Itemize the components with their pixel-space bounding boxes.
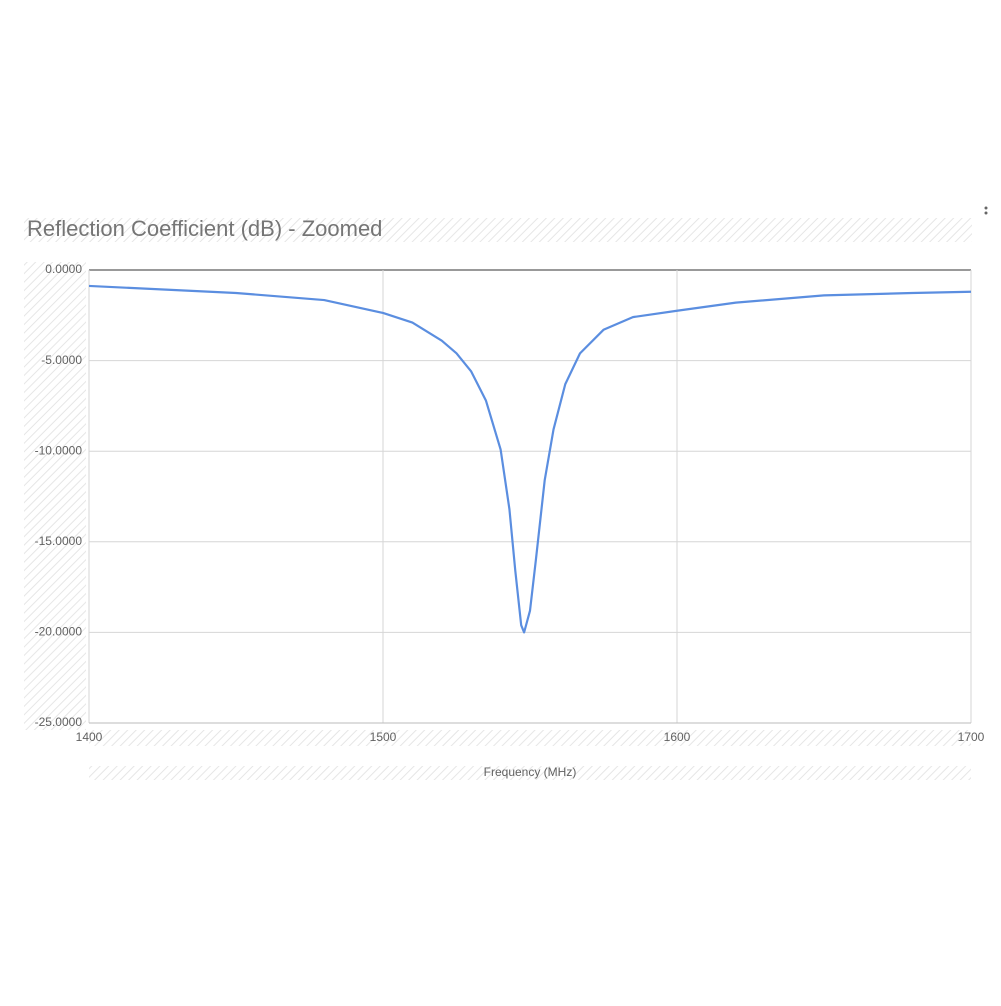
x-axis-title: Frequency (MHz) (484, 765, 577, 779)
y-tick-label: -5.0000 (41, 353, 82, 367)
y-tick-label: -10.0000 (35, 443, 83, 457)
y-tick-label: 0.0000 (45, 262, 82, 276)
x-title-backdrop (89, 766, 971, 780)
y-tick-label: -15.0000 (35, 534, 83, 548)
y-label-backdrop (24, 262, 86, 730)
x-label-backdrop (89, 730, 971, 746)
x-tick-label: 1400 (76, 730, 103, 744)
menu-dot[interactable] (984, 206, 988, 210)
x-tick-label: 1600 (664, 730, 691, 744)
chart-title: Reflection Coefficient (dB) - Zoomed (27, 216, 382, 241)
x-tick-label: 1500 (370, 730, 397, 744)
x-tick-label: 1700 (958, 730, 985, 744)
y-tick-label: -25.0000 (35, 715, 83, 729)
y-tick-label: -20.0000 (35, 625, 83, 639)
title-backdrop (24, 218, 972, 242)
menu-dot[interactable] (984, 211, 988, 215)
data-line (88, 284, 972, 634)
